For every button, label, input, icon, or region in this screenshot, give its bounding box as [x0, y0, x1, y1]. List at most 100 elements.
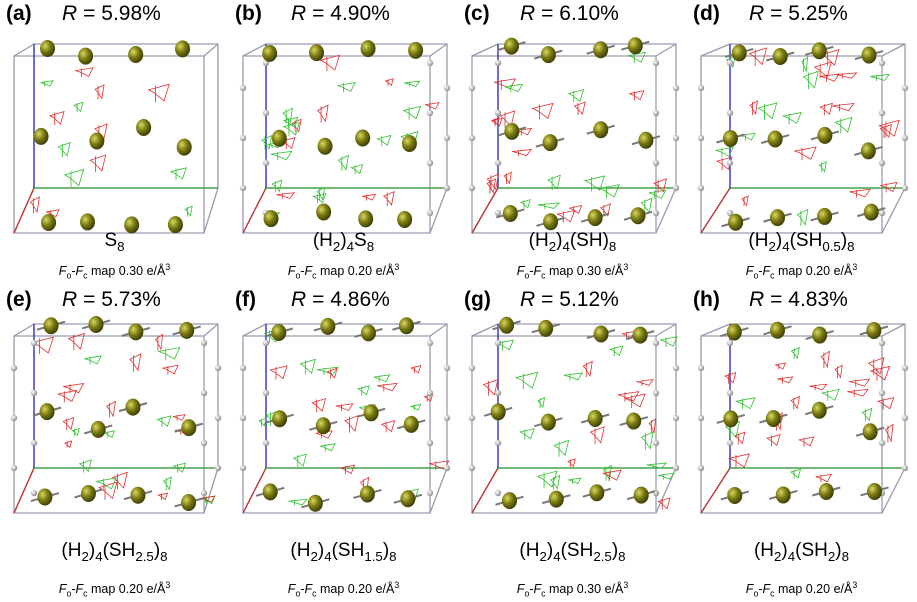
text-segment: ) [835, 540, 842, 561]
cell-edge [242, 55, 431, 234]
text-segment: 4 [346, 238, 355, 254]
text-segment: F [745, 264, 754, 279]
text-segment: 2 [774, 548, 782, 564]
s-atom [88, 315, 104, 333]
density-mesh [870, 73, 891, 81]
s-atom [593, 325, 609, 343]
h-atom [468, 414, 476, 422]
h-atom [443, 364, 451, 372]
unit-cell [239, 317, 451, 514]
text-segment: F [58, 582, 67, 597]
text-segment: o [66, 270, 72, 281]
text-segment: 3 [852, 580, 858, 590]
density-mesh [67, 332, 86, 351]
text-segment: o [295, 270, 301, 281]
s-atom [867, 482, 883, 500]
text-segment: c [83, 270, 88, 281]
density-mesh [821, 48, 840, 67]
density-mesh [269, 365, 288, 380]
density-mesh [299, 358, 316, 375]
text-segment: 3 [394, 580, 400, 590]
density-mesh [556, 209, 576, 223]
density-mesh [537, 396, 546, 409]
text-segment: F [75, 264, 84, 279]
text-segment: F [516, 264, 525, 279]
text-segment: (SH [331, 540, 365, 561]
panel-label: (g) [464, 288, 491, 311]
density-mesh [31, 336, 55, 355]
density-mesh [282, 116, 299, 128]
density-mesh [282, 121, 301, 136]
text-segment: map 0.20 e/Å [774, 264, 853, 279]
text-segment: - [529, 582, 534, 597]
cell-edge [471, 323, 499, 337]
h-atom [426, 209, 434, 217]
cell-edge [881, 43, 906, 57]
density-mesh [258, 417, 267, 427]
panel-label: (b) [235, 2, 262, 25]
h-atom [494, 439, 502, 447]
h-atom [878, 339, 886, 347]
density-mesh [749, 100, 758, 116]
density-mesh [98, 481, 118, 500]
axis-a [13, 467, 35, 514]
unit-cell [697, 321, 909, 514]
density-mesh [316, 104, 329, 123]
density-mesh [640, 431, 654, 450]
h-atom [672, 84, 680, 92]
density-mesh [409, 403, 422, 411]
text-segment: 8 [608, 238, 617, 254]
density-mesh [876, 396, 895, 410]
density-mesh [583, 175, 606, 192]
density-mesh [835, 72, 858, 79]
density-mesh [292, 453, 307, 468]
h-atom [239, 464, 247, 472]
density-mesh [547, 174, 561, 191]
density-mesh [503, 171, 512, 185]
s-atom [359, 485, 375, 503]
density-mesh [716, 156, 733, 171]
density-mesh [95, 477, 117, 490]
s-atom [360, 40, 376, 58]
cell-edge [655, 187, 677, 234]
s-atom [403, 415, 419, 433]
text-segment: - [529, 264, 534, 279]
density-mesh [567, 458, 576, 468]
text-segment: = 5.98% [83, 2, 161, 25]
density-mesh [511, 148, 533, 157]
text-segment: (H [290, 540, 311, 561]
h-atom [672, 364, 680, 372]
density-mesh [820, 350, 830, 369]
density-mesh [326, 367, 338, 379]
s-atom [90, 420, 106, 438]
density-mesh [40, 80, 54, 87]
density-mesh [62, 417, 75, 431]
density-mesh [601, 469, 622, 482]
density-mesh [884, 423, 894, 443]
h-atom [494, 209, 502, 217]
s-atom [400, 490, 416, 508]
text-segment: map 0.30 e/Å [87, 264, 166, 279]
text-segment: F [287, 582, 296, 597]
s-atom [355, 129, 371, 147]
density-mesh [344, 414, 359, 433]
text-segment: ) [153, 540, 161, 561]
s-atom [627, 37, 643, 55]
density-mesh [78, 459, 92, 473]
density-mesh [157, 347, 181, 360]
density-mesh [514, 371, 539, 390]
formula: (H2)4(SH0.5)8 [687, 230, 916, 254]
density-mesh [518, 428, 535, 440]
r-factor: R = 4.86% [291, 288, 390, 312]
text-segment: 3 [623, 580, 629, 590]
density-mesh [154, 333, 164, 351]
text-segment: - [300, 582, 305, 597]
s-atom [587, 410, 603, 428]
text-segment: map 0.20 e/Å [774, 582, 853, 597]
s-atom [593, 41, 609, 59]
h-atom [697, 414, 705, 422]
text-segment: map 0.30 e/Å [545, 264, 624, 279]
cell-edge [429, 43, 448, 57]
cell-edge [729, 323, 906, 469]
text-segment: 2 [332, 238, 341, 254]
